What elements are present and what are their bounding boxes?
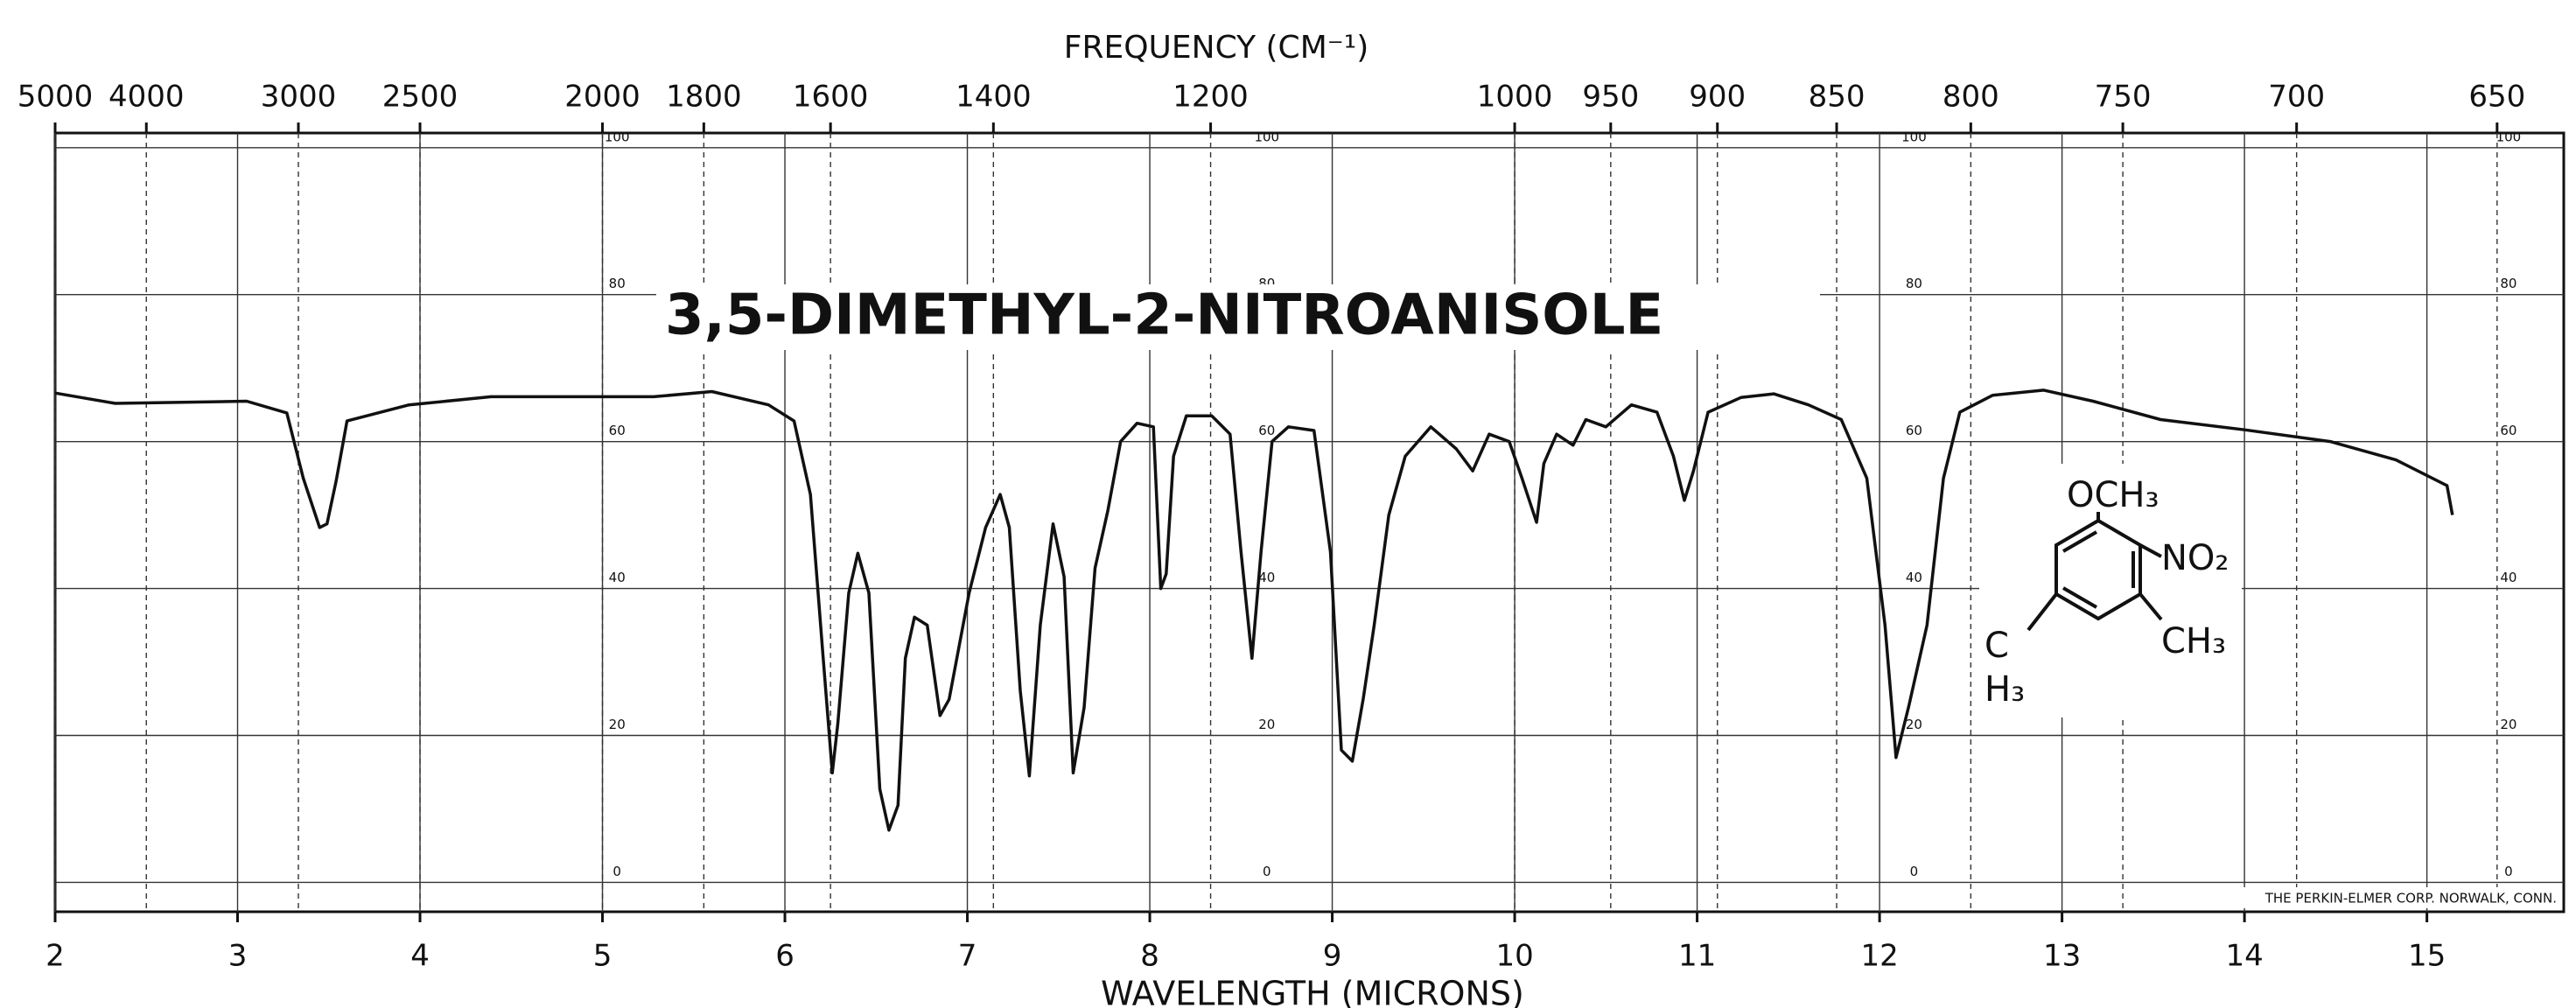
structure-diagram: OCH₃ NO₂ CH₃ C H₃	[1979, 464, 2242, 718]
y-tick-label: 80	[1906, 276, 1922, 291]
y-tick-label: 20	[1258, 717, 1275, 732]
structure-label: NO₂	[2161, 538, 2229, 578]
y-tick-label: 100	[1901, 129, 1927, 144]
x-tick-label: 5	[593, 939, 612, 974]
x2-tick-label: 1600	[793, 80, 869, 115]
structure-label: CH₃	[2161, 621, 2226, 662]
y-tick-label: 40	[1906, 570, 1922, 585]
y-tick-label: 60	[609, 423, 626, 438]
x2-tick-label: 750	[2095, 80, 2152, 115]
structure-label: OCH₃	[2067, 475, 2160, 515]
y-tick-label: 80	[609, 276, 626, 291]
y-tick-label: 80	[2500, 276, 2516, 291]
x2-tick-label: 950	[1582, 80, 1639, 115]
footer-backdrop	[2214, 887, 2560, 908]
x-tick-label: 6	[775, 939, 794, 974]
y-tick-label: 20	[1906, 717, 1922, 732]
x-tick-label: 12	[1860, 939, 1898, 974]
x2-tick-label: 4000	[108, 80, 185, 115]
x-axis-label: WAVELENGTH (MICRONS)	[1101, 975, 1524, 1008]
x2-tick-label: 2500	[382, 80, 458, 115]
y-tick-label: 40	[1258, 570, 1275, 585]
y-tick-label: 60	[1258, 423, 1275, 438]
x2-tick-label: 1800	[666, 80, 742, 115]
ring	[2026, 512, 2163, 632]
x2-tick-label: 2000	[564, 80, 640, 115]
x2-tick-label: 700	[2268, 80, 2325, 115]
x-tick-label: 4	[410, 939, 430, 974]
y-tick-label: 60	[1906, 423, 1922, 438]
x2-tick-label: 1400	[956, 80, 1032, 115]
x-tick-label: 10	[1495, 939, 1533, 974]
x2-axis-label: FREQUENCY (CM⁻¹)	[1064, 30, 1369, 66]
x-tick-label: 14	[2225, 939, 2263, 974]
y-tick-label: 0	[2504, 864, 2513, 879]
y-tick-label: 100	[2496, 129, 2522, 144]
spectrum-line	[54, 388, 2454, 832]
y-tick-label: 100	[605, 129, 630, 144]
y-tick-label: 40	[2500, 570, 2516, 585]
x2-tick-label: 900	[1689, 80, 1746, 115]
y-tick-label: 0	[1263, 864, 1271, 879]
y-tick-label: 40	[609, 570, 626, 585]
y-tick-label: 0	[1910, 864, 1919, 879]
x-tick-label: 11	[1678, 939, 1716, 974]
x2-tick-label: 800	[1942, 80, 1999, 115]
x-tick-label: 7	[958, 939, 977, 974]
y-tick-label: 60	[2500, 423, 2516, 438]
y-tick-label: 0	[612, 864, 621, 879]
chart-title: 3,5-DIMETHYL-2-NITROANISOLE	[665, 284, 1663, 348]
x-tick-label: 8	[1140, 939, 1159, 974]
x-tick-label: 13	[2043, 939, 2081, 974]
structure-label: H₃	[1984, 669, 2025, 710]
x2-tick-label: 1200	[1172, 80, 1249, 115]
x2-tick-label: 650	[2468, 80, 2525, 115]
x2-tick-label: 3000	[261, 80, 337, 115]
x-tick-label: 2	[46, 939, 65, 974]
x-tick-label: 15	[2408, 939, 2446, 974]
structure-label: C	[1984, 626, 2009, 666]
x-tick-label: 9	[1323, 939, 1342, 974]
y-tick-label: 20	[609, 717, 626, 732]
footer: THE PERKIN-ELMER CORP. NORWALK, CONN.	[2264, 891, 2557, 906]
y-tick-label: 20	[2500, 717, 2516, 732]
x2-tick-label: 5000	[18, 80, 94, 115]
x2-tick-label: 1000	[1477, 80, 1553, 115]
structure-box	[1979, 464, 2242, 718]
x-tick-label: 3	[228, 939, 248, 974]
x2-tick-label: 850	[1809, 80, 1866, 115]
y-tick-label: 100	[1254, 129, 1279, 144]
title-backdrop	[656, 284, 1820, 350]
